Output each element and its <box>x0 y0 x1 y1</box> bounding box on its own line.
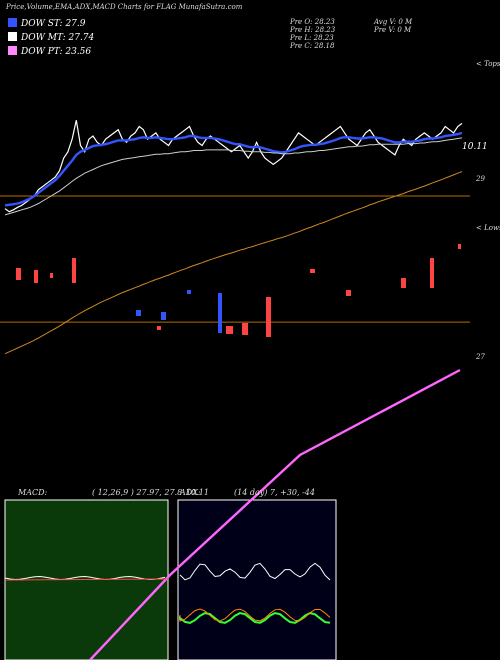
lows-note: < Lows <box>476 224 500 232</box>
macd-signal-line <box>4 578 169 581</box>
adx-params: (14 day) 7, +30, -44 <box>234 488 315 497</box>
price-level-27: 27 <box>476 353 485 361</box>
volume-mark-13 <box>346 290 351 296</box>
volume-mark-14 <box>401 278 406 288</box>
volume-mark-0 <box>16 268 21 280</box>
dow-pt-line <box>89 368 461 660</box>
volume-mark-15 <box>430 258 434 288</box>
plus-di-line <box>179 612 331 624</box>
legend-dow-pt: DOW PT: 23.56 <box>8 46 91 57</box>
ohlc-close: Pre C: 28.18 <box>290 42 335 50</box>
adx-value-overlap: 10.11 <box>186 488 209 497</box>
volume-mark-11 <box>266 297 271 337</box>
volume-mark-2 <box>50 273 53 278</box>
ohlc-open: Pre O: 28.23 <box>290 18 335 26</box>
ohlc-low: Pre L: 28.23 <box>290 34 334 42</box>
legend-swatch-blue <box>8 18 17 27</box>
legend-swatch-pink <box>8 46 17 55</box>
volume-mark-1 <box>34 270 38 283</box>
volume-mark-12 <box>310 269 315 273</box>
chart-title: Price,Volume,EMA,ADX,MACD Charts for FLA… <box>6 3 243 11</box>
adx-label: ADX: <box>180 488 201 497</box>
volume-mark-4 <box>136 310 141 316</box>
volume-mark-9 <box>226 326 233 334</box>
volume-mark-3 <box>72 258 76 283</box>
legend-dow-mt: DOW MT: 27.74 <box>8 32 94 43</box>
legend-swatch-white <box>8 32 17 41</box>
ohlc-high: Pre H: 28.23 <box>290 26 336 34</box>
last-price-label: 10.11 <box>462 142 488 152</box>
long-term-ema-line <box>4 171 463 355</box>
series-line-1 <box>4 131 463 207</box>
tops-note: < Tops <box>476 60 500 68</box>
volume-mark-16 <box>458 244 461 249</box>
volume-mark-10 <box>242 323 248 335</box>
legend-dow-st: DOW ST: 27.9 <box>8 18 86 29</box>
series-line-0 <box>4 120 463 213</box>
volume-mark-6 <box>157 326 161 330</box>
adx-panel-bg <box>177 499 337 660</box>
volume-mark-5 <box>161 312 166 320</box>
prev-volume: Pre V: 0 M <box>374 26 412 34</box>
volume-mark-7 <box>187 290 191 294</box>
macd-line <box>4 575 166 581</box>
macd-label: MACD: <box>18 488 48 497</box>
macd-params: ( 12,26,9 ) 27.97, 27.8 <box>92 488 183 497</box>
series-line-2 <box>4 137 463 216</box>
volume-mark-8 <box>218 293 222 333</box>
avg-volume: Avg V: 0 M <box>374 18 413 26</box>
adx-line <box>179 562 331 581</box>
minus-di-line <box>179 608 331 622</box>
price-level-29: 29 <box>476 175 485 183</box>
